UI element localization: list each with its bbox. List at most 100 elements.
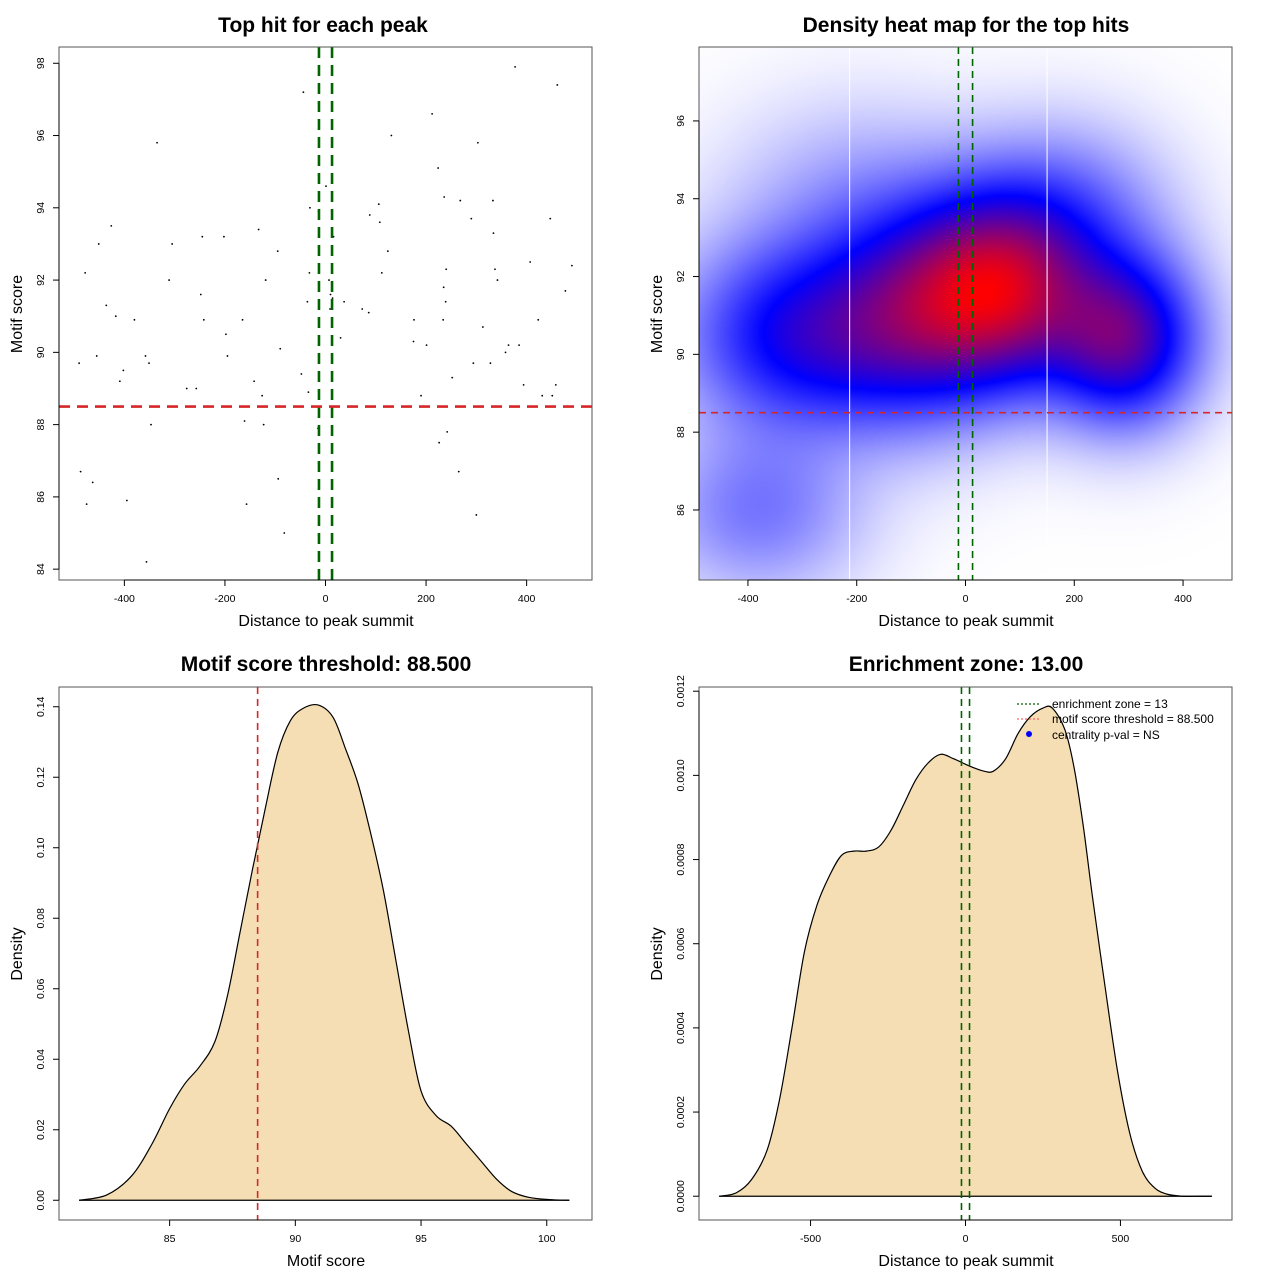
scatter-point bbox=[168, 279, 171, 281]
distance-density-xlabel: Distance to peak summit bbox=[878, 1253, 1054, 1270]
scatter-point bbox=[556, 84, 559, 86]
heatmap-x-axis: -400 -200 0 200 400 bbox=[737, 579, 1192, 605]
scatter-point bbox=[514, 65, 516, 68]
scatter-plot-area bbox=[59, 47, 592, 580]
scatter-y-tick-label: 90 bbox=[35, 346, 47, 358]
scatter-point bbox=[145, 561, 148, 563]
score-density-y-tick-label: 0.00 bbox=[35, 1190, 47, 1211]
scatter-x-tick-label: -400 bbox=[114, 593, 135, 605]
scatter-point bbox=[283, 532, 286, 534]
scatter-point bbox=[459, 199, 462, 202]
scatter-point bbox=[122, 369, 125, 372]
distance-density-y-tick-label: 0.0008 bbox=[675, 843, 687, 875]
heatmap-image bbox=[699, 47, 1232, 580]
scatter-point bbox=[253, 380, 255, 383]
scatter-point bbox=[380, 271, 383, 274]
scatter-point bbox=[84, 271, 87, 274]
scatter-point bbox=[420, 394, 422, 397]
scatter-point bbox=[343, 300, 346, 303]
heatmap-x-tick-label: -200 bbox=[846, 593, 867, 605]
scatter-point bbox=[125, 499, 128, 502]
distance-density-y-tick-label: 0.0010 bbox=[675, 759, 687, 791]
scatter-point bbox=[133, 318, 136, 321]
scatter-point bbox=[554, 383, 557, 386]
scatter-point bbox=[443, 196, 446, 198]
scatter-point bbox=[302, 91, 305, 94]
heatmap-y-tick-label: 94 bbox=[675, 193, 687, 205]
scatter-point bbox=[445, 268, 448, 271]
scatter-point bbox=[300, 373, 303, 375]
scatter-point bbox=[507, 344, 510, 347]
scatter-point bbox=[171, 243, 174, 245]
scatter-point bbox=[276, 250, 279, 253]
scatter-point bbox=[308, 271, 311, 274]
scatter-point bbox=[144, 355, 147, 357]
scatter-point bbox=[105, 304, 108, 307]
distance-density-y-tick-label: 0.0000 bbox=[675, 1180, 687, 1212]
scatter-point bbox=[85, 503, 88, 506]
scatter-point bbox=[195, 387, 198, 390]
score-density-xlabel: Motif score bbox=[287, 1253, 365, 1270]
scatter-y-tick-label: 96 bbox=[35, 130, 47, 142]
scatter-point bbox=[309, 206, 311, 209]
scatter-point bbox=[541, 394, 544, 397]
heatmap-y-tick-label: 90 bbox=[675, 348, 687, 360]
scatter-point bbox=[551, 394, 554, 397]
score-density-y-tick-label: 0.10 bbox=[35, 837, 47, 858]
scatter-point bbox=[325, 185, 327, 188]
distance-density-y-tick-label: 0.0004 bbox=[675, 1012, 687, 1044]
scatter-point bbox=[492, 199, 494, 202]
scatter-point bbox=[537, 318, 540, 321]
scatter-point bbox=[150, 423, 152, 426]
scatter-x-tick-label: 0 bbox=[323, 593, 329, 605]
scatter-point bbox=[494, 268, 496, 271]
heatmap-y-tick-label: 86 bbox=[675, 504, 687, 516]
scatter-frame bbox=[58, 46, 593, 581]
scatter-point bbox=[329, 293, 332, 296]
scatter-y-tick-label: 94 bbox=[35, 202, 47, 214]
heatmap-title: Density heat map for the top hits bbox=[803, 14, 1130, 37]
score-density-ylabel: Density bbox=[9, 927, 26, 980]
scatter-point bbox=[277, 477, 280, 480]
score-density-y-tick-label: 0.14 bbox=[35, 696, 47, 717]
scatter-point bbox=[518, 344, 520, 347]
scatter-x-tick-label: -200 bbox=[214, 593, 235, 605]
distance-density-legend: enrichment zone = 13 motif score thresho… bbox=[1017, 697, 1214, 742]
scatter-point bbox=[307, 391, 310, 393]
heatmap-x-tick-label: 400 bbox=[1174, 593, 1192, 605]
scatter-point bbox=[549, 217, 552, 220]
scatter-point bbox=[570, 264, 573, 267]
scatter-point bbox=[496, 279, 499, 281]
scatter-point bbox=[522, 383, 525, 386]
scatter-point bbox=[241, 318, 244, 321]
legend-label-centrality: centrality p-val = NS bbox=[1052, 728, 1160, 742]
scatter-x-tick-label: 200 bbox=[417, 593, 435, 605]
score-density-curve bbox=[79, 703, 570, 1201]
scatter-x-tick-label: 400 bbox=[518, 593, 536, 605]
score-density-y-axis: 0.00 0.02 0.04 0.06 0.08 0.10 0.12 0.14 bbox=[35, 696, 60, 1211]
scatter-point bbox=[412, 340, 415, 343]
scatter-point bbox=[264, 279, 267, 281]
scatter-x-axis: -400 -200 0 200 400 bbox=[114, 579, 536, 605]
scatter-point bbox=[504, 351, 507, 354]
score-density-y-tick-label: 0.06 bbox=[35, 978, 47, 999]
scatter-point bbox=[413, 318, 415, 321]
scatter-point bbox=[243, 420, 246, 422]
scatter-point bbox=[444, 300, 447, 303]
scatter-point bbox=[331, 297, 334, 300]
scatter-point bbox=[223, 235, 225, 238]
scatter-point bbox=[442, 286, 445, 289]
heatmap-x-tick-label: -400 bbox=[737, 593, 758, 605]
heatmap-xlabel: Distance to peak summit bbox=[878, 613, 1054, 630]
scatter-point bbox=[91, 481, 94, 484]
scatter-y-tick-label: 84 bbox=[35, 563, 47, 575]
distance-density-ylabel: Density bbox=[649, 927, 666, 980]
distance-density-x-tick-label: 500 bbox=[1112, 1233, 1130, 1245]
scatter-title: Top hit for each peak bbox=[218, 14, 428, 37]
distance-density-plot-area bbox=[719, 687, 1212, 1220]
score-density-x-tick-label: 85 bbox=[164, 1233, 176, 1245]
scatter-point bbox=[114, 315, 117, 318]
distance-density-y-tick-label: 0.0002 bbox=[675, 1096, 687, 1128]
scatter-point bbox=[377, 203, 380, 206]
score-density-x-tick-label: 90 bbox=[289, 1233, 301, 1245]
